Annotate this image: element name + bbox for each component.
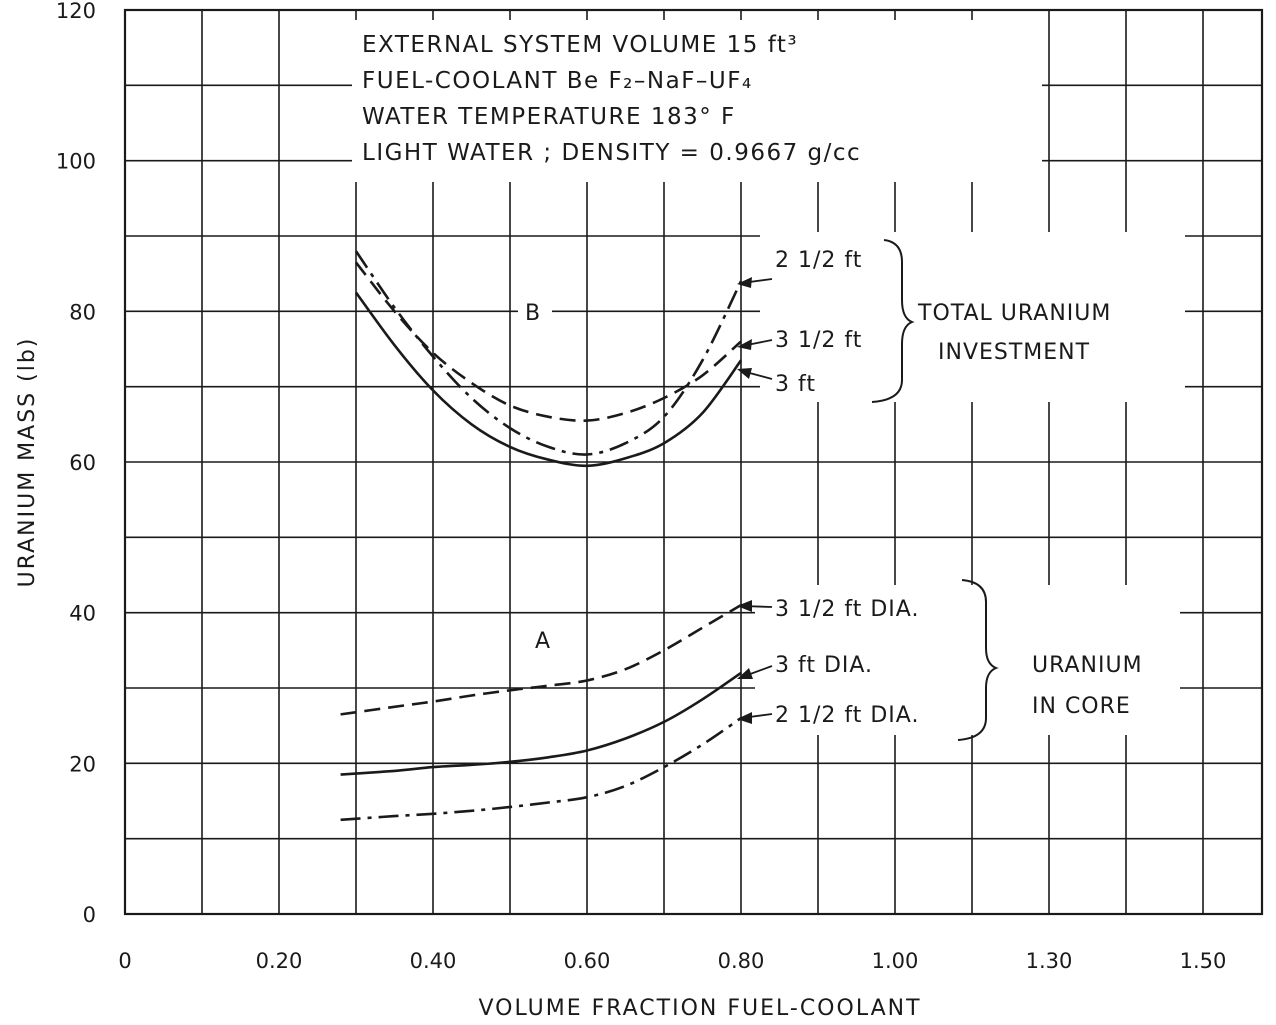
group-label-a-line-2: IN CORE <box>1032 694 1131 719</box>
y-tick-label: 120 <box>56 0 96 23</box>
arrowhead-b-2-5ft <box>737 277 752 288</box>
letter-background-b <box>518 294 552 328</box>
plot-frame <box>123 8 1264 916</box>
group-label-a-line-1: URANIUM <box>1032 653 1143 678</box>
x-axis-title: VOLUME FRACTION FUEL-COOLANT <box>478 996 921 1021</box>
y-tick-label: 100 <box>56 150 96 174</box>
annotation-line-3: WATER TEMPERATURE 183° F <box>362 104 736 130</box>
series-label-b-2-5ft: 2 1/2 ft <box>775 248 862 273</box>
y-tick-label: 20 <box>69 752 96 776</box>
series-label-b-3ft: 3 ft <box>775 372 816 397</box>
leader-arrows <box>737 277 773 724</box>
letter-background-a <box>528 622 562 656</box>
label-background-a <box>755 585 1180 735</box>
series-line-a-3 <box>340 603 742 716</box>
brace-total-uranium <box>871 239 915 403</box>
series-label-a-2-5ft: 2 1/2 ft DIA. <box>775 703 919 728</box>
brace-uranium-in-core <box>957 579 999 741</box>
group-letter-a: A <box>535 629 551 654</box>
x-tick-label: 0.20 <box>256 949 303 973</box>
arrowhead-b-3ft <box>737 368 752 379</box>
y-tick-label: 0 <box>83 903 96 927</box>
series-line-b-1 <box>354 261 742 423</box>
series-labels: 2 1/2 ft 3 1/2 ft 3 ft 3 1/2 ft DIA. 3 f… <box>775 248 919 728</box>
annotation-line-4: LIGHT WATER ; DENSITY = 0.9667 g/cc <box>362 140 861 166</box>
x-tick-label: 1.00 <box>872 949 919 973</box>
annotation-background <box>352 20 1042 182</box>
group-letter-b: B <box>525 301 541 326</box>
series-line-a-5 <box>340 717 742 822</box>
label-background-b <box>760 232 1185 402</box>
group-label-b-line-2: INVESTMENT <box>938 340 1090 365</box>
x-tick-label: 1.50 <box>1180 949 1227 973</box>
arrowhead-b-3-5ft <box>737 339 752 350</box>
x-tick-label: 0 <box>118 949 131 973</box>
series-label-a-3-5ft: 3 1/2 ft DIA. <box>775 597 919 622</box>
annotation-line-1: EXTERNAL SYSTEM VOLUME 15 ft³ <box>362 32 798 58</box>
x-tick-label: 0.40 <box>410 949 457 973</box>
x-tick-label: 0.60 <box>564 949 611 973</box>
y-tick-label: 40 <box>69 602 96 626</box>
x-tick-label: 1.30 <box>1026 949 1073 973</box>
series-label-a-3ft: 3 ft DIA. <box>775 653 873 678</box>
y-tick-labels: 0 20 40 60 80 100 120 <box>56 0 96 927</box>
annotation-line-2: FUEL-COOLANT Be F₂–NaF–UF₄ <box>362 68 753 94</box>
group-label-b-line-1: TOTAL URANIUM <box>917 301 1111 326</box>
y-axis-title: URANIUM MASS (lb) <box>15 337 40 588</box>
x-tick-labels: 0 0.20 0.40 0.60 0.80 1.00 1.30 1.50 <box>118 949 1226 973</box>
arrowhead-a-2-5ft <box>737 712 752 724</box>
series-label-b-3-5ft: 3 1/2 ft <box>775 328 862 353</box>
arrowhead-a-3-5ft <box>737 600 752 612</box>
y-tick-label: 60 <box>69 451 96 475</box>
series-line-b-0 <box>354 250 743 456</box>
series-line-a-4 <box>340 671 742 776</box>
y-tick-label: 80 <box>69 300 96 324</box>
x-tick-label: 0.80 <box>718 949 765 973</box>
arrowhead-a-3ft <box>737 668 753 679</box>
series-line-b-2 <box>354 291 743 468</box>
curves <box>340 250 743 822</box>
annotation-box: EXTERNAL SYSTEM VOLUME 15 ft³ FUEL-COOLA… <box>362 32 861 166</box>
